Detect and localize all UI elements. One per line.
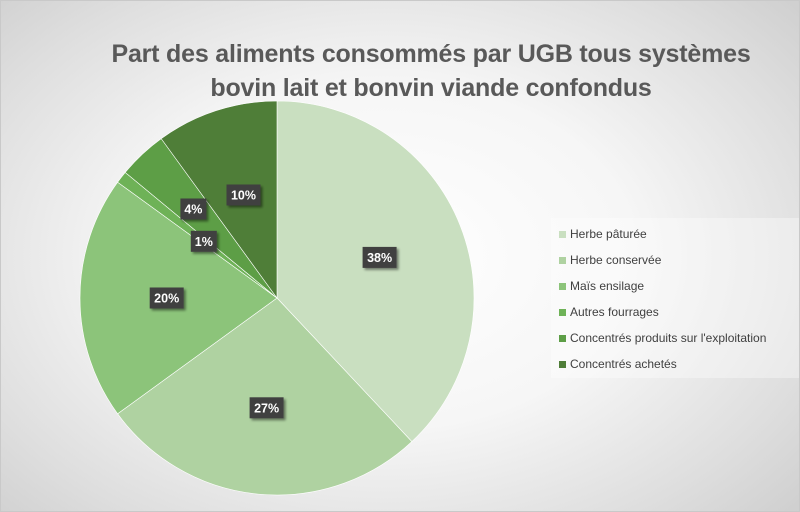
legend-swatch	[559, 308, 566, 316]
legend-label: Maïs ensilage	[570, 279, 645, 293]
data-label-box	[249, 397, 284, 419]
legend-item-autres-fourrages: Autres fourrages	[559, 304, 659, 320]
legend-item-herbe-conservee: Herbe conservée	[559, 252, 661, 268]
chart-title-line-1: Part des aliments consommés par UGB tous…	[111, 40, 751, 68]
pie-slice-herbe-paturee	[276, 100, 475, 443]
pie-data-labels: 38% 27% 20% 1% 4% 10%	[149, 184, 397, 419]
legend-label: Concentrés produits sur l'exploitation	[570, 331, 767, 345]
legend-item-concentres-achetes: Concentrés achetés	[559, 356, 677, 372]
legend-swatch	[559, 282, 566, 290]
data-label-text: 20%	[154, 292, 179, 306]
data-label-herbe-conservee: 27%	[249, 397, 284, 419]
legend-label: Concentrés achetés	[570, 357, 677, 371]
legend-item-herbe-paturee: Herbe pâturée	[559, 226, 647, 242]
data-label-text: 10%	[231, 189, 256, 203]
chart-legend: Herbe pâturée Herbe conservée Maïs ensilag…	[551, 218, 799, 378]
pie-slices	[79, 100, 475, 496]
data-label-concentres-exploitation: 4%	[180, 198, 207, 220]
data-label-herbe-paturee: 38%	[362, 246, 397, 268]
data-label-box	[226, 184, 261, 206]
data-label-autres-fourrages: 1%	[190, 230, 217, 252]
legend-item-concentres-exploitation: Concentrés produits sur l'exploitation	[559, 330, 766, 346]
legend-item-mais-ensilage: Maïs ensilage	[559, 278, 644, 294]
pie-slice-concentres-achetes	[160, 100, 278, 299]
data-label-box	[362, 246, 397, 268]
data-label-concentres-achetes: 10%	[226, 184, 261, 206]
data-label-box	[190, 230, 217, 252]
data-label-text: 38%	[367, 251, 392, 265]
data-label-text: 1%	[195, 235, 213, 249]
data-label-mais-ensilage: 20%	[149, 287, 184, 309]
data-label-text: 4%	[184, 203, 202, 217]
legend-swatch	[559, 230, 566, 238]
legend-swatch	[559, 334, 566, 342]
data-label-box	[180, 198, 207, 220]
pie-slice-herbe-conservee	[117, 297, 413, 496]
data-label-box	[149, 287, 184, 309]
legend-swatch	[559, 256, 566, 264]
legend-label: Herbe conservée	[570, 253, 662, 267]
chart-title: Part des aliments consommés par UGB tous…	[61, 37, 799, 105]
legend-label: Autres fourrages	[570, 305, 659, 319]
chart-title-line-2: bovin lait et bonvin viande confondus	[210, 74, 652, 102]
data-label-text: 27%	[254, 401, 279, 415]
legend-label: Herbe pâturée	[570, 227, 647, 241]
legend-swatch	[559, 360, 566, 368]
